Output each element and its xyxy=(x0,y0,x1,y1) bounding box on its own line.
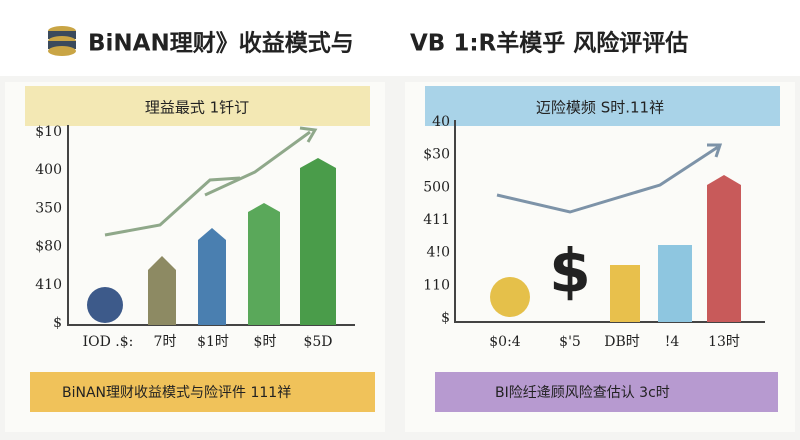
arrow-head xyxy=(707,143,723,158)
footer-text: BiNAN理财收益模式与险评件 111祥 xyxy=(62,385,291,401)
x-label: !4 xyxy=(665,334,680,350)
bar xyxy=(707,175,741,322)
x-label: $1时 xyxy=(197,334,229,350)
bar xyxy=(300,158,336,325)
y-label: $80 xyxy=(35,239,62,255)
dollar-icon: $ xyxy=(549,237,591,307)
x-label: 7时 xyxy=(154,334,177,350)
x-label: $0:4 xyxy=(489,334,521,350)
banner xyxy=(425,86,780,126)
y-label: 40 xyxy=(432,114,450,130)
banner xyxy=(25,86,370,126)
logo xyxy=(48,26,76,56)
trend-line xyxy=(204,130,311,197)
y-label: 110 xyxy=(423,277,450,293)
arrow-head xyxy=(299,126,318,143)
bars: $ xyxy=(490,175,741,322)
y-label: $ xyxy=(441,310,450,326)
header-title: BiNAN理财》收益模式与 xyxy=(88,30,354,57)
y-label: $ xyxy=(53,315,62,331)
bar xyxy=(248,203,280,325)
x-label: DB时 xyxy=(604,334,640,350)
x-label: 13时 xyxy=(708,334,740,350)
y-label: 4!0 xyxy=(427,245,450,261)
coin-stack xyxy=(658,245,692,322)
coin-stack xyxy=(87,287,123,323)
y-label: $10 xyxy=(35,124,62,140)
header-title: VB 1:R羊模乎 风险评评估 xyxy=(410,30,688,57)
y-label: 411 xyxy=(423,212,450,228)
footer-text: BI险纴逄顾风险查估认 3c时 xyxy=(495,385,670,401)
footer-bar xyxy=(435,372,778,412)
y-label: 350 xyxy=(35,200,62,216)
y-label: 400 xyxy=(35,162,62,178)
x-label: $时 xyxy=(254,334,277,350)
header-bar xyxy=(0,0,800,76)
y-label: 410 xyxy=(35,277,62,293)
y-label: $30 xyxy=(423,147,450,163)
x-label: $5D xyxy=(303,334,332,350)
x-label: IOD .$: xyxy=(83,334,134,350)
banner-text: 迈险模频 S时.11祥 xyxy=(536,99,664,117)
bar xyxy=(198,228,226,325)
x-label: $'5 xyxy=(559,334,581,350)
bars xyxy=(87,158,336,325)
coin xyxy=(490,277,530,317)
banner-text: 理益最式 1钎订 xyxy=(145,99,249,117)
coin-stack xyxy=(610,265,640,322)
footer-bar xyxy=(30,372,375,412)
trend-line xyxy=(496,145,719,214)
bar xyxy=(148,256,176,325)
y-label: 500 xyxy=(423,179,450,195)
trend-line xyxy=(104,176,241,237)
